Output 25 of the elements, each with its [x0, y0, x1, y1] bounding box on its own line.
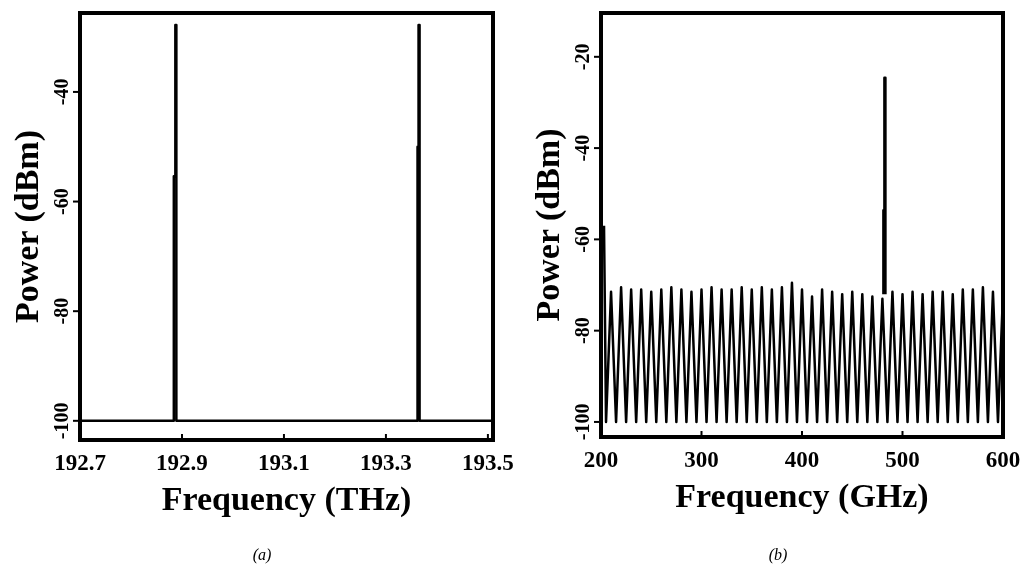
- text: (b): [768, 546, 788, 564]
- y-tick-label: -80: [571, 317, 593, 344]
- x-tick-label: 193.5: [462, 450, 514, 475]
- y-tick-label: -20: [571, 43, 593, 71]
- x-tick-label: 193.3: [360, 450, 412, 475]
- text: (a): [252, 546, 272, 564]
- x-tick-label: 192.9: [156, 450, 208, 475]
- y-tick-label: -80: [50, 297, 72, 325]
- y-tick-label: -40: [571, 134, 593, 162]
- x-tick-label: 400: [784, 447, 820, 472]
- x-axis-title: Frequency (GHz): [675, 477, 929, 515]
- y-tick-label: -40: [50, 78, 72, 106]
- x-tick-label: 200: [583, 447, 619, 472]
- x-tick-label: 300: [684, 447, 719, 472]
- x-tick-label: 600: [985, 447, 1021, 472]
- x-tick-label: 192.7: [54, 450, 106, 475]
- y-tick-label: -100: [571, 403, 593, 441]
- x-tick-label: 500: [885, 447, 920, 472]
- x-tick-label: 193.1: [258, 450, 310, 475]
- x-axis-title: Frequency (THz): [161, 480, 412, 518]
- y-tick-label: -100: [50, 402, 72, 440]
- y-tick-label: -60: [50, 188, 72, 215]
- y-tick-label: -60: [571, 226, 593, 253]
- y-axis-title: Power (dBm): [529, 128, 567, 322]
- y-axis-title: Power (dBm): [8, 130, 46, 323]
